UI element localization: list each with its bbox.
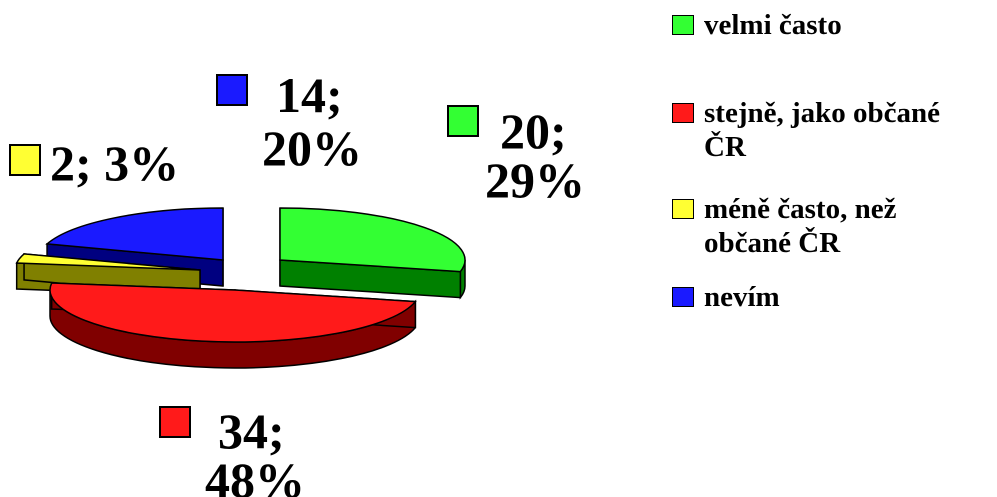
data-label-3-0: 14; bbox=[276, 67, 343, 123]
legend-label-line1: méně často, než bbox=[704, 193, 897, 225]
legend-label-line1: stejně, jako občané bbox=[704, 97, 941, 129]
data-label-1-0: 34; bbox=[218, 403, 285, 459]
legend-item-velmi-casto: velmi často bbox=[672, 8, 842, 42]
data-label-1-1: 48% bbox=[205, 452, 305, 497]
legend-swatch-blue bbox=[672, 287, 694, 307]
legend-swatch-green bbox=[672, 15, 694, 35]
legend-item-stejne: stejně, jako občané ČR bbox=[672, 96, 940, 164]
pie-tops bbox=[15, 207, 466, 343]
legend-label-line2: občané ČR bbox=[704, 227, 841, 259]
data-label-3-1: 20% bbox=[262, 120, 362, 176]
slice-top-2 bbox=[15, 253, 201, 271]
legend-label: velmi často bbox=[704, 9, 842, 41]
data-label-marker-1 bbox=[159, 406, 191, 438]
data-label-0-1: 29% bbox=[485, 152, 585, 208]
data-label-marker-0 bbox=[447, 105, 479, 137]
legend-label: nevím bbox=[704, 281, 780, 313]
slice-top-1 bbox=[49, 282, 417, 343]
legend-swatch-red bbox=[672, 103, 694, 123]
slice-top-0 bbox=[279, 207, 466, 273]
legend-swatch-yellow bbox=[672, 199, 694, 219]
data-label-0-0: 20; bbox=[500, 103, 567, 159]
data-label-2-0: 2; 3% bbox=[50, 135, 179, 191]
data-labels: 20;29% 34;48% 2; 3% 14;20% bbox=[9, 67, 585, 497]
data-label-marker-3 bbox=[216, 74, 248, 106]
legend-item-mene-casto: méně často, než občané ČR bbox=[672, 192, 896, 260]
data-label-marker-2 bbox=[9, 144, 41, 176]
pie-chart: 20;29% 34;48% 2; 3% 14;20% bbox=[9, 67, 585, 497]
legend-label-line2: ČR bbox=[704, 131, 746, 163]
slice-top-3 bbox=[45, 207, 224, 261]
legend-item-nevim: nevím bbox=[672, 280, 780, 314]
